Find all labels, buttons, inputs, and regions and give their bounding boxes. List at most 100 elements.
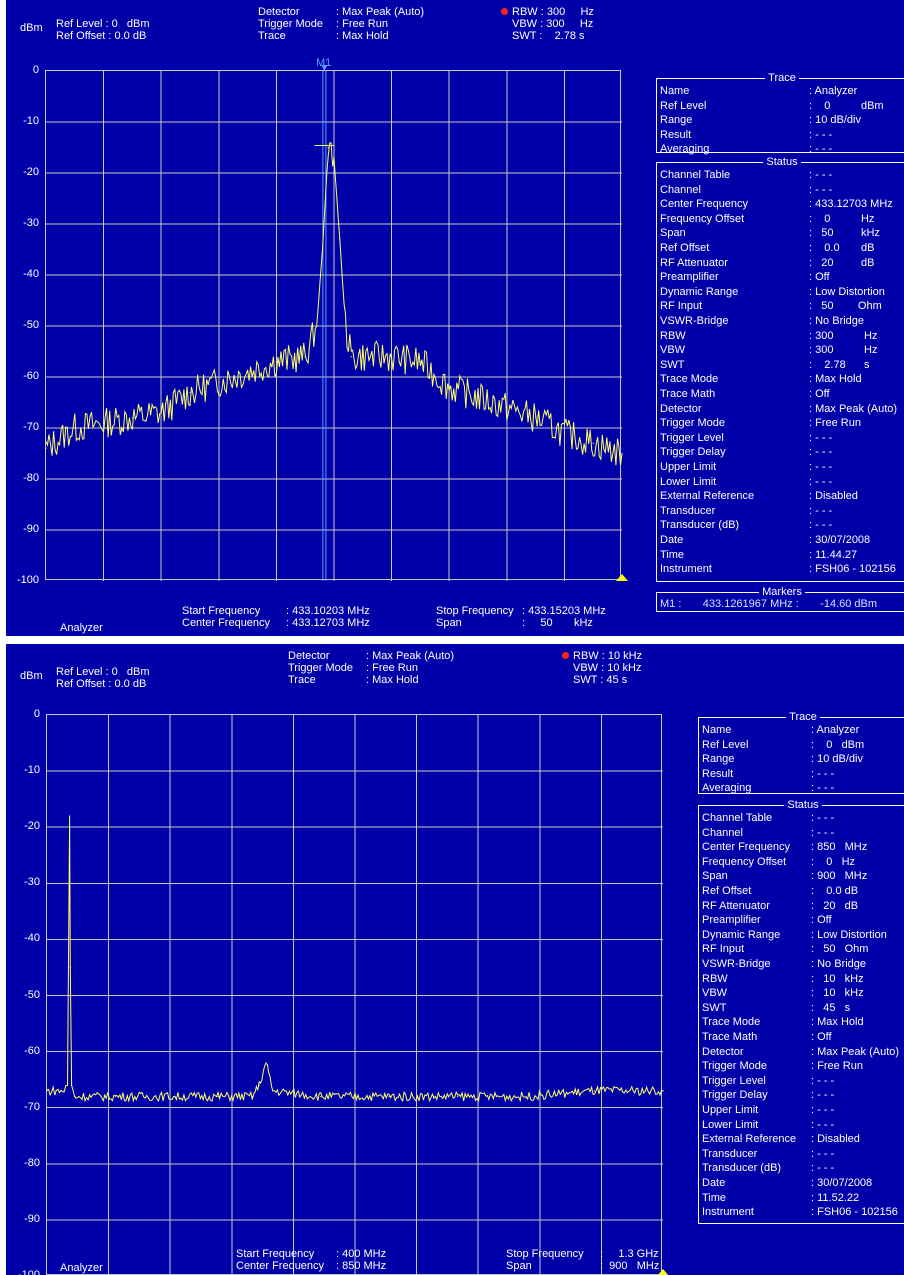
info-value: : FSH06 - 102156 <box>809 563 896 576</box>
rbw-dot-icon <box>501 8 508 15</box>
trace-point <box>320 1095 322 1098</box>
trace-point <box>74 427 76 429</box>
info-label: Time <box>660 548 685 561</box>
trace-point <box>304 356 306 358</box>
markers-box-title: Markers <box>759 586 805 598</box>
y-tick-label: -50 <box>23 319 39 331</box>
info-value: : - - - <box>811 1147 835 1160</box>
y-tick-label: -20 <box>23 166 39 178</box>
info-label: Detector <box>660 402 702 415</box>
status-info-box: Status Channel Table: - - - Channel: - - … <box>698 799 904 1224</box>
info-value: : 0 dBm <box>811 738 865 751</box>
info-value: : 433.12703 MHz <box>809 198 893 211</box>
info-label: Channel Table <box>702 812 773 824</box>
trace-point <box>103 422 105 424</box>
spectrum-plot[interactable] <box>45 65 628 581</box>
rbw-indicator <box>562 650 571 662</box>
trace-box-title: Trace <box>765 72 799 84</box>
y-tick-label: -10 <box>24 764 40 777</box>
info-value: : 50 Ohm <box>811 943 869 956</box>
info-value: : - - - <box>809 519 833 532</box>
info-label: RBW <box>660 329 686 342</box>
trace-point <box>592 442 594 444</box>
info-value: : - - - <box>809 475 833 488</box>
info-value: : Max Hold <box>811 1016 864 1029</box>
trace-info-box: Trace Name: Analyzer Ref Level: 0 dBm Rang… <box>698 711 904 794</box>
trace-point <box>457 1095 459 1098</box>
info-label: Preamplifier <box>660 271 719 284</box>
y-tick-label: -10 <box>23 115 39 127</box>
trace-point <box>321 248 324 251</box>
y-tick-label: -70 <box>24 1100 40 1113</box>
y-tick-label: -30 <box>23 217 39 229</box>
y-tick-label: -100 <box>16 574 39 586</box>
info-label: Trigger Level <box>660 431 724 444</box>
info-value: : - - - <box>811 812 835 824</box>
rbw-indicator <box>501 6 510 18</box>
info-label: Span <box>660 227 686 240</box>
info-value: : - - - <box>811 1074 835 1087</box>
trace-point <box>391 356 393 358</box>
info-value: : 10 kHz <box>811 972 864 985</box>
info-value: : - - - <box>809 461 833 473</box>
trace-point <box>316 325 318 327</box>
trace-point <box>362 356 364 358</box>
info-value: : Off <box>809 271 830 284</box>
y-tick-label: -90 <box>23 523 39 535</box>
y-tick-label: -80 <box>24 1156 40 1169</box>
info-label: Time <box>702 1191 727 1204</box>
trace-point <box>506 407 508 409</box>
info-value: : FSH06 - 102156 <box>811 1206 898 1219</box>
info-label: Transducer (dB) <box>702 1162 782 1175</box>
info-value: : 45 s <box>811 1001 851 1014</box>
y-tick-label: -60 <box>24 1044 40 1057</box>
info-value: : Disabled <box>809 490 858 503</box>
info-label: Name <box>660 85 690 97</box>
info-value: : 30/07/2008 <box>811 1177 873 1189</box>
marker-m1-label: M1 <box>316 57 332 69</box>
info-label: Ref Level <box>660 99 707 112</box>
trace-point <box>333 157 335 159</box>
info-value: : 900 MHz <box>811 870 868 883</box>
info-value: : 300 Hz <box>809 344 878 357</box>
info-label: Span <box>702 870 728 883</box>
trace-point <box>66 1084 69 1086</box>
info-value: : Free Run <box>809 417 861 430</box>
info-label: SWT <box>702 1001 727 1014</box>
trace-point <box>63 1090 65 1092</box>
trace-line <box>46 815 664 1103</box>
start-center-values: : 433.10203 MHz : 433.12703 MHz <box>286 605 370 629</box>
spectrum-svg <box>46 715 669 1275</box>
info-value: : - - - <box>811 1089 835 1102</box>
y-tick-label: -90 <box>24 1212 40 1225</box>
info-value: : 10 dB/div <box>809 114 861 127</box>
info-value: : - - - <box>809 169 833 181</box>
markers-box: Markers M1 : 433.1261967 MHz : -14.60 dB… <box>656 586 904 612</box>
trace-point <box>69 966 71 969</box>
info-value: : - - - <box>809 183 833 196</box>
analyzer-panel-1: dBm Ref Level : 0 dBm Ref Offset : 0.0 d… <box>6 0 904 636</box>
info-label: Transducer (dB) <box>660 519 740 532</box>
detector-values: : Max Peak (Auto) : Free Run : Max Hold <box>366 650 455 686</box>
info-label: Trace Math <box>702 1031 758 1043</box>
info-label: Instrument <box>702 1206 754 1219</box>
info-value: : Off <box>809 388 830 400</box>
trace-point <box>350 356 352 358</box>
spectrum-plot[interactable] <box>46 714 669 1275</box>
info-value: : 50 kHz <box>809 227 880 240</box>
y-tick-label: -50 <box>24 988 40 1001</box>
trace-point <box>114 1095 117 1098</box>
trace-point <box>68 815 71 817</box>
info-value: : - - - <box>809 431 833 444</box>
info-label: Trigger Delay <box>660 446 726 459</box>
trace-point <box>344 325 347 327</box>
trace-point <box>535 417 537 419</box>
info-label: External Reference <box>660 490 755 503</box>
trace-point <box>131 417 133 419</box>
info-label: Upper Limit <box>702 1104 759 1116</box>
stop-span-values: : 1.3 GHz : 900 MHz <box>600 1248 660 1272</box>
info-value: : - - - <box>811 826 835 839</box>
info-label: Detector <box>702 1045 744 1058</box>
reference-triangle-icon <box>657 1269 669 1275</box>
y-tick-label: -30 <box>24 876 40 889</box>
